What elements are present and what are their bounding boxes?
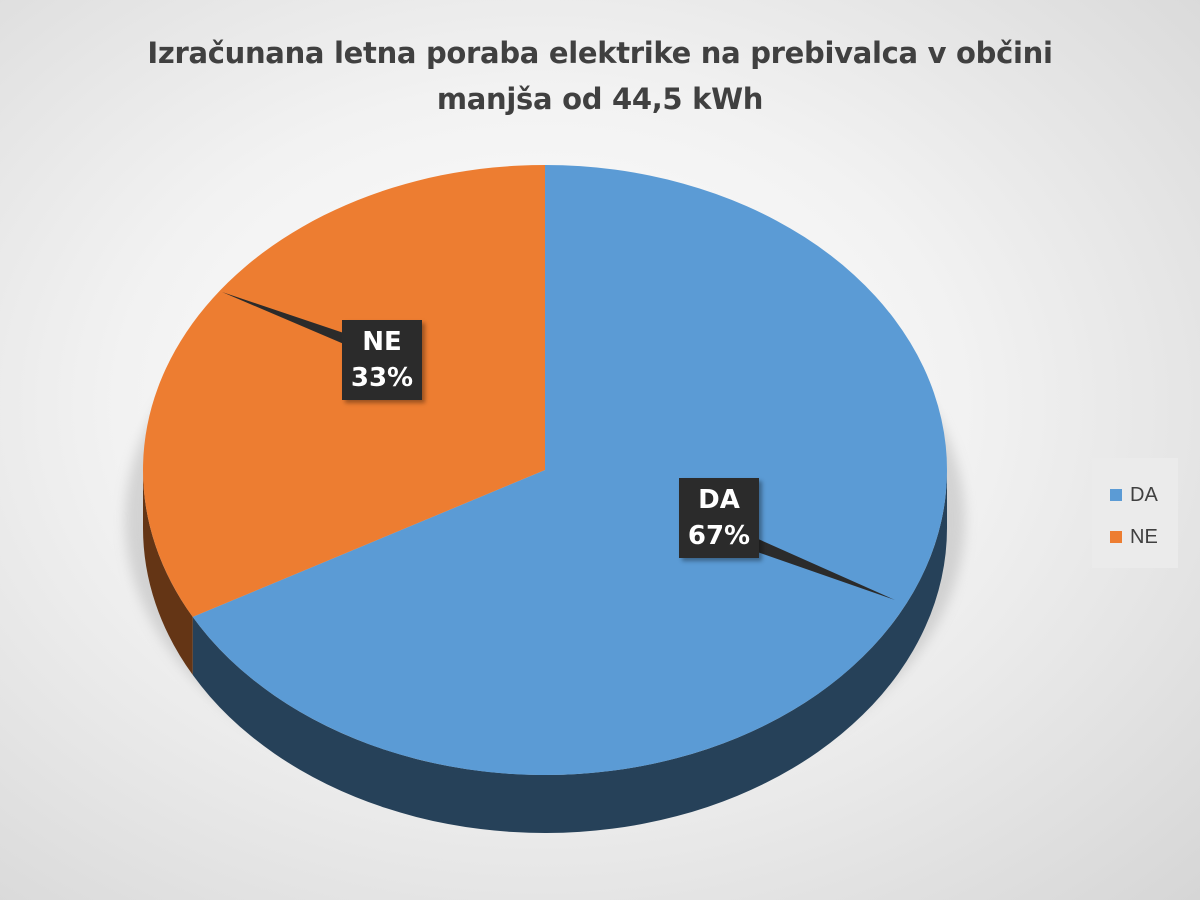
data-label-ne-category: NE [362, 327, 402, 357]
data-label-da-category: DA [698, 485, 740, 515]
chart-title-line-1: Izračunana letna poraba elektrike na pre… [147, 36, 1053, 70]
legend-label-da: DA [1130, 483, 1158, 506]
legend-item-ne: NE [1110, 522, 1158, 552]
data-label-ne-value: 33% [350, 363, 414, 393]
data-label-da: DA 67% [679, 478, 759, 558]
data-label-ne: NE 33% [342, 320, 422, 400]
pie-side-da [192, 470, 947, 833]
chart-title: Izračunana letna poraba elektrike na pre… [0, 30, 1200, 122]
data-label-da-value: 67% [687, 521, 751, 551]
pie-slice-da [192, 165, 947, 775]
legend-swatch-ne [1110, 531, 1122, 543]
legend-swatch-da [1110, 489, 1122, 501]
legend-item-da: DA [1110, 480, 1158, 510]
chart-title-line-2: manjša od 44,5 kWh [436, 82, 764, 116]
pie-side-ne [143, 470, 193, 675]
legend: DA NE [1092, 458, 1178, 568]
legend-label-ne: NE [1130, 525, 1158, 548]
leader-line-da [738, 530, 895, 600]
